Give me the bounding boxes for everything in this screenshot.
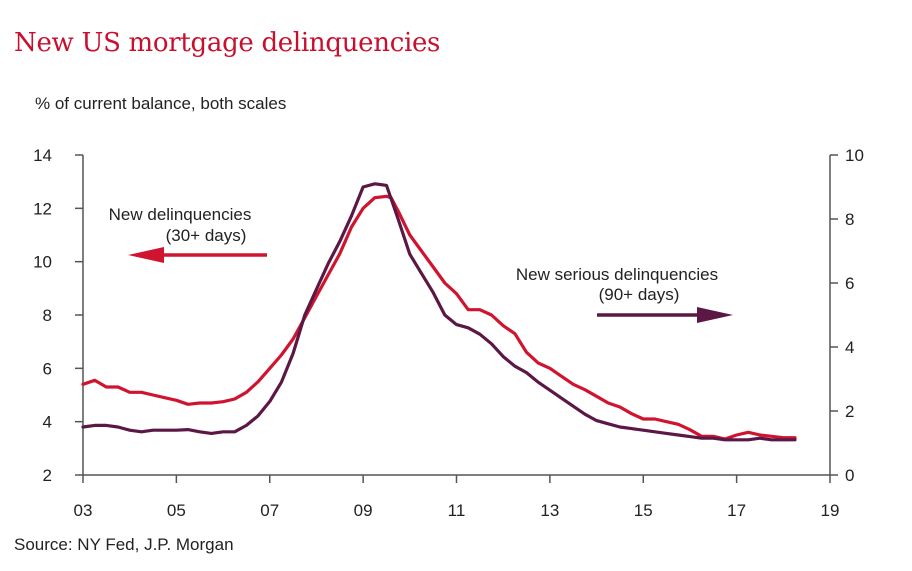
series-layer <box>81 182 797 442</box>
right-tick-label: 8 <box>845 210 854 229</box>
left-tick-label: 8 <box>43 306 52 325</box>
left-tick-label: 14 <box>33 146 52 165</box>
right-tick-label: 10 <box>845 146 864 165</box>
x-tick-label: 15 <box>634 501 653 520</box>
chart-subtitle: % of current balance, both scales <box>35 94 287 113</box>
x-tick-label: 11 <box>448 501 466 520</box>
left-tick-label: 4 <box>43 413 52 432</box>
source-note: Source: NY Fed, J.P. Morgan <box>14 535 234 554</box>
left-tick-label: 6 <box>43 359 52 378</box>
left-tick-label: 2 <box>43 466 52 485</box>
series-line-30-days <box>81 194 797 441</box>
left-tick-label: 10 <box>33 253 52 272</box>
x-tick-label: 19 <box>821 501 840 520</box>
annotation-30-days-line-2: (30+ days) <box>166 226 247 245</box>
series-line-90-days <box>81 182 797 442</box>
annotations: New delinquencies (30+ days) New serious d… <box>109 205 733 323</box>
right-tick-label: 4 <box>845 338 854 357</box>
left-tick-label: 12 <box>33 199 52 218</box>
axes: 2 4 6 8 10 12 14 0 2 4 6 8 10 03 05 07 09 11 13 15 17 19 <box>33 146 864 520</box>
annotation-90-days-line-1: New serious delinquencies <box>516 265 718 284</box>
x-tick-label: 17 <box>727 501 746 520</box>
chart-title: New US mortgage delinquencies <box>14 28 441 58</box>
x-tick-label: 05 <box>167 501 186 520</box>
right-tick-label: 6 <box>845 274 854 293</box>
x-tick-label: 07 <box>260 501 279 520</box>
right-tick-label: 0 <box>845 466 854 485</box>
annotation-30-days-line-1: New delinquencies <box>109 205 252 224</box>
annotation-90-days-line-2: (90+ days) <box>599 285 680 304</box>
right-tick-label: 2 <box>845 402 854 421</box>
right-arrow-head-icon <box>697 307 733 323</box>
left-arrow-head-icon <box>128 247 164 263</box>
x-tick-label: 09 <box>354 501 373 520</box>
x-tick-label: 03 <box>74 501 93 520</box>
x-tick-label: 13 <box>540 501 559 520</box>
